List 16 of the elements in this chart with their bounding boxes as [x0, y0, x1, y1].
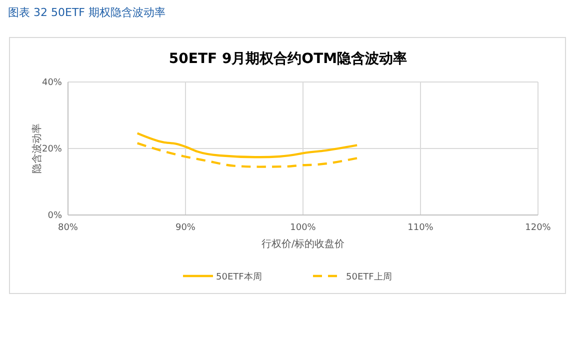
chart-subtitle: 图表 32 50ETF 期权隐含波动率	[8, 6, 166, 19]
y-tick-label: 40%	[42, 78, 62, 88]
legend-label: 50ETF上周	[346, 272, 392, 282]
x-tick-label: 80%	[58, 223, 78, 233]
y-tick-label: 0%	[48, 211, 62, 221]
legend-label: 50ETF本周	[216, 272, 262, 282]
y-axis-title: 隐含波动率	[31, 124, 43, 174]
x-axis-title: 行权价/标的收盘价	[261, 238, 345, 250]
line-series	[136, 132, 358, 158]
x-tick-label: 120%	[525, 223, 552, 233]
y-tick-label: 20%	[42, 144, 62, 154]
x-tick-label: 100%	[290, 223, 316, 233]
x-tick-label: 90%	[175, 223, 196, 233]
line-series	[136, 142, 358, 168]
x-tick-label: 110%	[408, 223, 434, 233]
chart-title: 50ETF 9月期权合约OTM隐含波动率	[168, 50, 408, 67]
